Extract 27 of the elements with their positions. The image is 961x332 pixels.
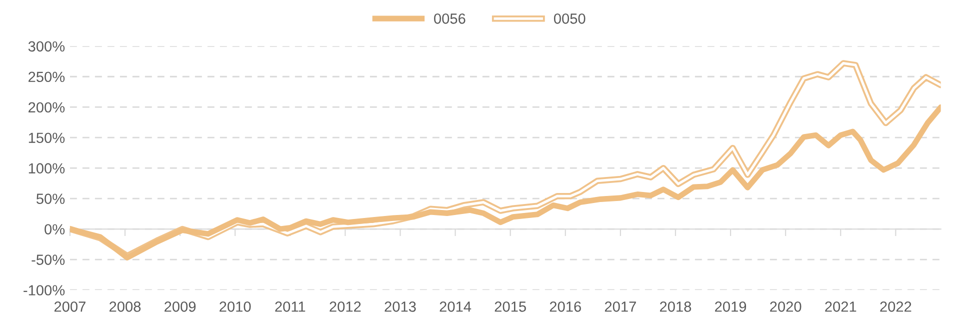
y-tick-label: 300% <box>28 41 65 52</box>
y-tick-label: -50% <box>32 254 65 265</box>
x-tick-label: 2013 <box>384 302 416 312</box>
legend-label: 0050 <box>554 14 586 24</box>
x-tick-label: 2015 <box>494 302 526 312</box>
x-tick-label: 2019 <box>715 302 746 312</box>
x-tick-label: 2016 <box>550 302 581 312</box>
x-tick-label: 2011 <box>275 302 306 312</box>
x-tick-label: 2014 <box>440 302 472 312</box>
y-tick-label: 0% <box>44 224 65 234</box>
x-tick-label: 2012 <box>330 302 361 312</box>
legend-label: 0056 <box>434 14 466 24</box>
x-tick-label: 2022 <box>880 302 912 312</box>
y-tick-label: 50% <box>36 194 65 204</box>
y-tick-label: 250% <box>28 72 65 82</box>
x-tick-label: 2017 <box>604 302 636 312</box>
x-tick-label: 2009 <box>164 302 196 312</box>
y-tick-label: -100% <box>24 285 65 296</box>
x-tick-label: 2021 <box>825 302 856 312</box>
x-tick-label: 2007 <box>54 302 86 312</box>
y-tick-label: 150% <box>28 132 65 144</box>
y-tick-label: 200% <box>28 102 65 113</box>
x-tick-label: 2018 <box>660 302 692 312</box>
x-tick-label: 2020 <box>770 302 802 312</box>
x-tick-label: 2010 <box>220 302 251 312</box>
x-tick-label: 2008 <box>110 302 141 312</box>
y-tick-label: 100% <box>28 163 65 174</box>
